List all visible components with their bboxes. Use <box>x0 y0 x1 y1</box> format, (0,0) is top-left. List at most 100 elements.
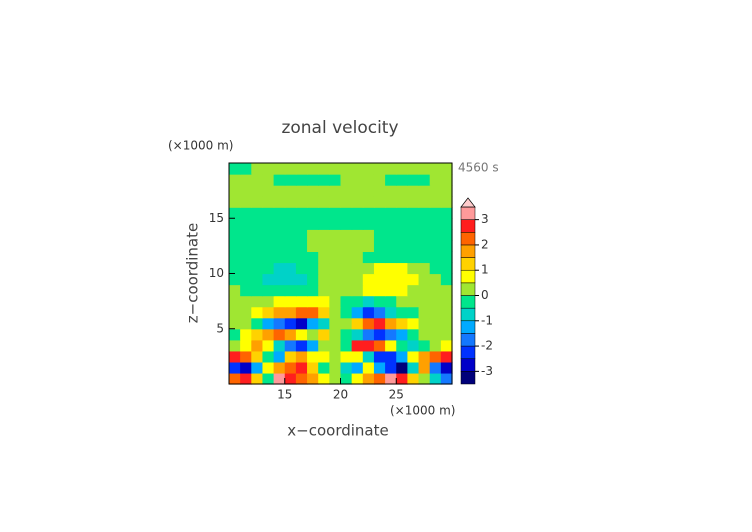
contour-cell <box>329 306 342 319</box>
contour-cell <box>284 185 297 197</box>
contour-cell <box>329 350 342 363</box>
contour-cell <box>351 372 364 385</box>
contour-cell <box>273 361 286 374</box>
contour-cell <box>307 240 319 252</box>
contour-cell <box>362 350 375 363</box>
contour-cell <box>351 328 364 341</box>
contour-cell <box>418 295 431 308</box>
contour-cell <box>240 284 252 297</box>
contour-cell <box>440 262 453 275</box>
contour-cell <box>240 174 252 186</box>
contour-cell <box>329 207 342 219</box>
contour-cell <box>318 306 330 319</box>
contour-cell <box>284 174 297 186</box>
contour-cell <box>295 328 308 341</box>
contour-cell <box>351 262 364 275</box>
contour-cell <box>340 306 353 319</box>
contour-cell <box>340 339 353 352</box>
contour-cell <box>251 339 264 352</box>
contour-cell <box>262 262 275 275</box>
contour-cell <box>429 240 442 252</box>
contour-cell <box>295 251 308 264</box>
contour-cell <box>351 284 364 297</box>
contour-cell <box>240 229 252 241</box>
contour-cell <box>407 361 420 374</box>
contour-cell <box>240 273 252 286</box>
contour-cell <box>351 185 364 197</box>
contour-cell <box>307 251 319 264</box>
contour-cell <box>318 229 330 241</box>
colorbar-bin <box>460 371 476 385</box>
contour-cell <box>396 372 408 385</box>
contour-cell <box>429 251 442 264</box>
contour-cell <box>229 251 241 264</box>
contour-cell <box>295 350 308 363</box>
contour-cell <box>295 207 308 219</box>
contour-cell <box>440 295 453 308</box>
contour-cell <box>284 372 297 385</box>
colorbar-extend <box>460 197 476 208</box>
contour-cell <box>373 251 386 264</box>
contour-cell <box>229 317 241 330</box>
contour-cell <box>351 163 364 175</box>
contour-cell <box>407 163 420 175</box>
contour-cell <box>307 207 319 219</box>
contour-cell <box>262 207 275 219</box>
time-label: 4560 s <box>458 161 499 175</box>
contour-cell <box>373 306 386 319</box>
contour-cell <box>284 196 297 208</box>
contour-cell <box>262 163 275 175</box>
contour-cell <box>385 185 397 197</box>
contour-cell <box>429 372 442 385</box>
contour-cell <box>307 262 319 275</box>
contour-cell <box>362 185 375 197</box>
contour-cell <box>284 163 297 175</box>
contour-cell <box>318 218 330 230</box>
contour-cell <box>240 163 252 175</box>
contour-cell <box>240 317 252 330</box>
contour-cell <box>373 262 386 275</box>
contour-cell <box>396 240 408 252</box>
contour-cell <box>418 185 431 197</box>
contour-cell <box>407 339 420 352</box>
contour-cell <box>240 295 252 308</box>
contour-cell <box>229 295 241 308</box>
contour-cell <box>284 262 297 275</box>
contour-cell <box>440 207 453 219</box>
contour-cell <box>307 174 319 186</box>
contour-cell <box>429 328 442 341</box>
contour-cell <box>362 196 375 208</box>
contour-cell <box>362 361 375 374</box>
contour-cell <box>229 240 241 252</box>
contour-cell <box>407 306 420 319</box>
contour-cell <box>340 196 353 208</box>
contour-cell <box>284 251 297 264</box>
contour-cell <box>251 240 264 252</box>
contour-cell <box>318 361 330 374</box>
contour-cell <box>307 328 319 341</box>
contour-cell <box>262 372 275 385</box>
contour-cell <box>307 196 319 208</box>
contour-cell <box>262 306 275 319</box>
contour-cell <box>407 207 420 219</box>
contour-cell <box>295 372 308 385</box>
contour-cell <box>273 372 286 385</box>
contour-cell <box>373 174 386 186</box>
contour-cell <box>284 273 297 286</box>
contour-cell <box>318 163 330 175</box>
colorbar-bin <box>460 257 476 271</box>
contour-cell <box>273 185 286 197</box>
contour-cell <box>351 207 364 219</box>
contour-cell <box>229 372 241 385</box>
contour-cell <box>273 196 286 208</box>
contour-cell <box>273 207 286 219</box>
contour-cell <box>418 350 431 363</box>
contour-cell <box>229 262 241 275</box>
contour-cell <box>262 196 275 208</box>
contour-cell <box>251 251 264 264</box>
contour-cell <box>240 218 252 230</box>
contour-cell <box>307 185 319 197</box>
contour-cell <box>262 218 275 230</box>
colorbar-tick-label: -2 <box>481 339 493 353</box>
contour-cell <box>407 251 420 264</box>
